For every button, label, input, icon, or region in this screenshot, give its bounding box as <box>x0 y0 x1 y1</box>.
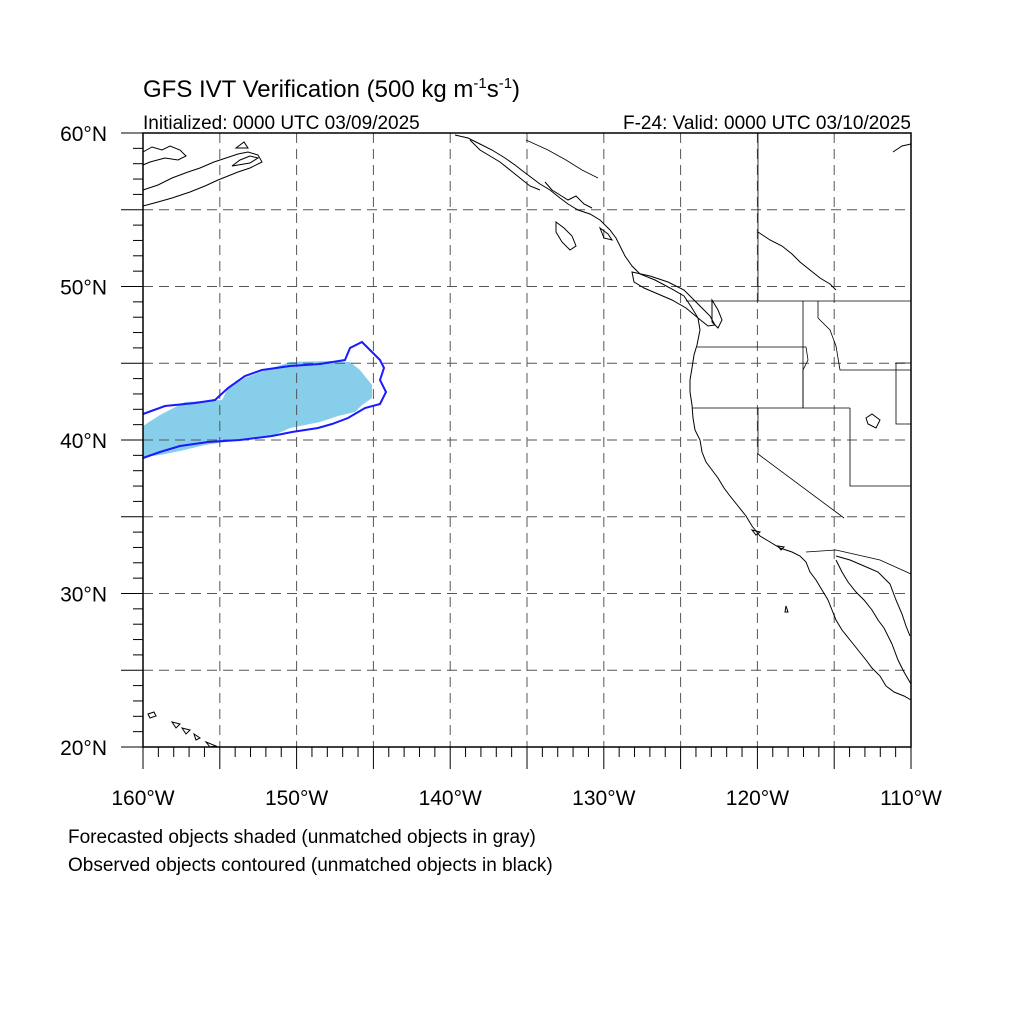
lon-label: 160°W <box>111 787 174 810</box>
latitude-labels: 20°N 30°N 40°N 50°N 60°N <box>60 123 107 760</box>
lat-label: 40°N <box>60 430 107 453</box>
longitude-labels: 160°W 150°W 140°W 130°W 120°W 110°W <box>111 787 942 810</box>
lon-label: 150°W <box>265 787 328 810</box>
valid-label: F-24: Valid: 0000 UTC 03/10/2025 <box>623 113 911 134</box>
lat-label: 20°N <box>60 737 107 760</box>
map-plot: 20°N 30°N 40°N 50°N 60°N 160°W 150°W 140°W 130°… <box>60 123 942 810</box>
graticule <box>143 133 911 747</box>
lat-label: 60°N <box>60 123 107 146</box>
lat-label: 50°N <box>60 277 107 300</box>
chart-title: GFS IVT Verification (500 kg m-1s-1) <box>143 75 520 103</box>
forecast-ivt-object <box>143 361 372 457</box>
axis-ticks <box>121 132 912 769</box>
lon-label: 110°W <box>880 787 942 810</box>
lat-label: 30°N <box>60 584 107 607</box>
legend-forecast: Forecasted objects shaded (unmatched obj… <box>68 827 536 848</box>
lon-label: 130°W <box>572 787 635 810</box>
lon-label: 120°W <box>726 787 789 810</box>
observed-ivt-contour <box>142 340 388 459</box>
legend-observed: Observed objects contoured (unmatched ob… <box>68 855 553 876</box>
coastlines <box>142 134 912 748</box>
lon-label: 140°W <box>419 787 482 810</box>
initialized-label: Initialized: 0000 UTC 03/09/2025 <box>143 113 420 134</box>
political-borders <box>525 133 912 575</box>
